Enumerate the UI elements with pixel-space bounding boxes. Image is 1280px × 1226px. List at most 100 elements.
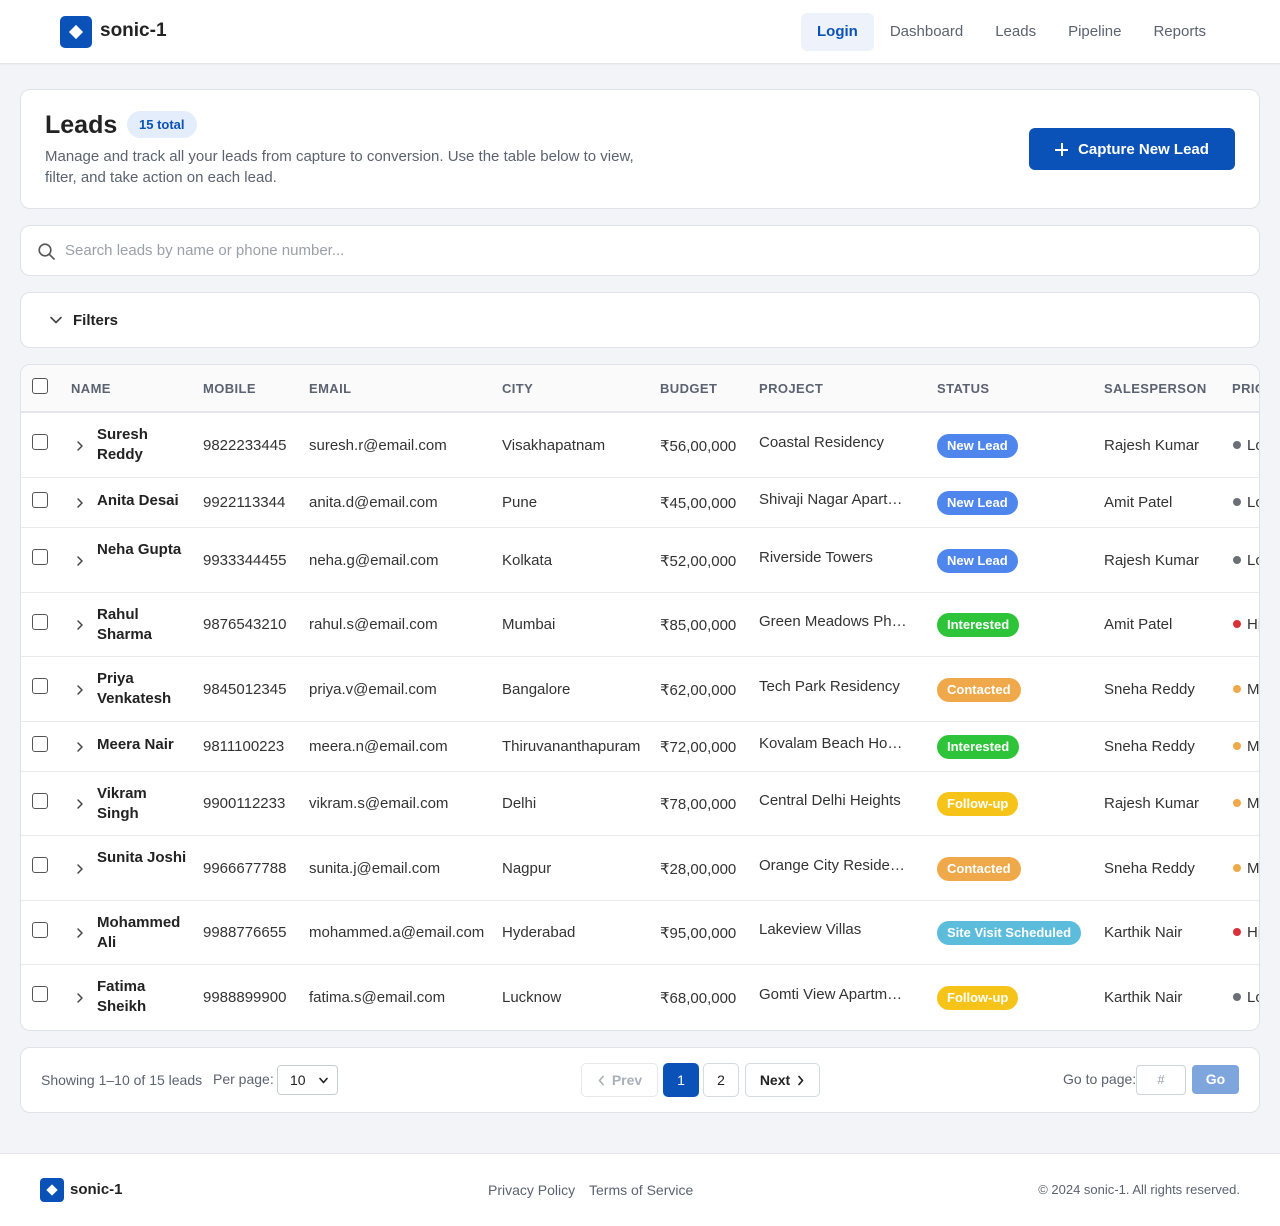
- lead-email: mohammed.a@email.com: [309, 924, 485, 941]
- chevron-right-icon[interactable]: [74, 992, 86, 1004]
- row-checkbox[interactable]: [32, 857, 48, 873]
- column-header-salesperson[interactable]: SALESPERSON: [1104, 381, 1207, 396]
- lead-city: Pune: [502, 494, 538, 511]
- column-header-priority[interactable]: PRIORITY: [1232, 381, 1259, 396]
- lead-city: Bangalore: [502, 680, 571, 698]
- page-button-1[interactable]: 1: [663, 1063, 699, 1097]
- chevron-right-icon[interactable]: [74, 798, 86, 810]
- footer-copyright: © 2024 sonic-1. All rights reserved.: [1038, 1182, 1240, 1197]
- lead-name[interactable]: Vikram Singh: [97, 785, 147, 822]
- row-checkbox[interactable]: [32, 986, 48, 1002]
- lead-email: vikram.s@email.com: [309, 795, 449, 812]
- row-checkbox[interactable]: [32, 549, 48, 565]
- column-header-mobile[interactable]: MOBILE: [203, 381, 256, 396]
- per-page-select[interactable]: 10: [277, 1065, 338, 1095]
- column-header-budget[interactable]: BUDGET: [660, 381, 718, 396]
- lead-name[interactable]: Fatima Sheikh: [97, 978, 147, 1015]
- row-checkbox[interactable]: [32, 434, 48, 450]
- table-row[interactable]: Anita Desai 9922113344 anita.d@email.com Pu…: [21, 478, 1259, 528]
- chevron-right-icon[interactable]: [74, 497, 86, 509]
- chevron-right-icon[interactable]: [74, 684, 86, 696]
- row-checkbox[interactable]: [32, 922, 48, 938]
- table-row[interactable]: Priya Venkatesh 9845012345 priya.v@email.c…: [21, 657, 1260, 722]
- status-badge: New Lead: [937, 491, 1018, 515]
- select-all-checkbox[interactable]: [32, 378, 48, 394]
- go-button[interactable]: Go: [1192, 1065, 1239, 1094]
- priority-label: Medium: [1247, 680, 1260, 698]
- priority-label: Low: [1247, 989, 1259, 1006]
- table-header: NAME MOBILE EMAIL CITY BUDGET PROJECT ST…: [21, 365, 1259, 413]
- filters-panel[interactable]: Filters: [20, 292, 1260, 348]
- row-checkbox[interactable]: [32, 736, 48, 752]
- priority-indicator: Medium: [1233, 738, 1259, 755]
- nav-reports[interactable]: Reports: [1153, 23, 1206, 40]
- table-row[interactable]: Sunita Joshi 9966677788 sunita.j@email.com…: [21, 836, 1259, 901]
- nav-login[interactable]: Login: [801, 13, 874, 51]
- column-header-name[interactable]: NAME: [71, 381, 111, 396]
- table-row[interactable]: Fatima Sheikh 9988899900 fatima.s@email.co…: [21, 965, 1259, 1030]
- lead-name[interactable]: Mohammed Ali: [97, 914, 181, 951]
- priority-indicator: High: [1233, 616, 1259, 633]
- column-header-email[interactable]: EMAIL: [309, 381, 352, 396]
- lead-name[interactable]: Neha Gupta: [97, 541, 182, 558]
- goto-page-input[interactable]: #: [1136, 1065, 1186, 1095]
- priority-indicator: Medium: [1233, 860, 1259, 877]
- table-row[interactable]: Rahul Sharma 9876543210 rahul.s@email.com M…: [21, 593, 1259, 657]
- chevron-right-icon[interactable]: [74, 619, 86, 631]
- chevron-right-icon[interactable]: [74, 863, 86, 875]
- lead-email: meera.n@email.com: [309, 738, 448, 755]
- lead-name[interactable]: Sunita Joshi: [97, 849, 187, 866]
- privacy-policy-link[interactable]: Privacy Policy: [488, 1182, 576, 1198]
- search-bar[interactable]: Search leads by name or phone number...: [20, 225, 1260, 276]
- lead-city: Hyderabad: [502, 924, 576, 941]
- lead-name[interactable]: Anita Desai: [97, 492, 179, 509]
- lead-mobile: 9822233445: [203, 436, 287, 454]
- prev-page-button[interactable]: Prev: [581, 1063, 658, 1097]
- next-page-button[interactable]: Next: [745, 1063, 820, 1097]
- chevron-right-icon[interactable]: [74, 440, 86, 452]
- search-input[interactable]: Search leads by name or phone number...: [65, 242, 345, 259]
- column-header-project[interactable]: PROJECT: [759, 381, 824, 396]
- priority-indicator: Low: [1233, 989, 1259, 1006]
- logo-icon[interactable]: [60, 16, 92, 48]
- lead-name[interactable]: Suresh Reddy: [97, 426, 148, 463]
- nav-dashboard[interactable]: Dashboard: [889, 23, 964, 40]
- column-header-status[interactable]: STATUS: [937, 381, 990, 396]
- lead-name[interactable]: Meera Nair: [97, 736, 174, 753]
- row-checkbox[interactable]: [32, 614, 48, 630]
- lead-project: Central Delhi Heights: [759, 792, 901, 809]
- lead-name[interactable]: Rahul Sharma: [97, 606, 153, 643]
- lead-budget: ₹78,00,000: [660, 796, 737, 813]
- status-badge: Follow-up: [937, 792, 1019, 816]
- status-badge: Site Visit Scheduled: [937, 921, 1082, 945]
- chevron-right-icon[interactable]: [74, 741, 86, 753]
- priority-indicator: Low: [1233, 437, 1259, 454]
- capture-new-lead-button[interactable]: Capture New Lead: [1029, 128, 1235, 170]
- table-row[interactable]: Suresh Reddy 9822233445 suresh.r@email.com…: [21, 413, 1259, 478]
- lead-name[interactable]: Priya Venkatesh: [97, 670, 172, 707]
- table-row[interactable]: Vikram Singh 9900112233 vikram.s@email.com…: [21, 772, 1259, 836]
- table-row[interactable]: Mohammed Ali 9988776655 mohammed.a@email.c…: [21, 901, 1259, 965]
- brand-name[interactable]: sonic-1: [100, 20, 167, 41]
- terms-of-service-link[interactable]: Terms of Service: [589, 1182, 694, 1198]
- lead-salesperson: Rajesh Kumar: [1104, 436, 1200, 454]
- top-navbar: sonic-1 Login Dashboard Leads Pipeline R…: [0, 0, 1280, 64]
- page-button-2[interactable]: 2: [703, 1063, 739, 1097]
- table-row[interactable]: Neha Gupta 9933344455 neha.g@email.com Kolk…: [21, 528, 1259, 593]
- lead-city: Lucknow: [502, 989, 562, 1006]
- lead-salesperson: Karthik Nair: [1104, 924, 1183, 941]
- priority-indicator: High: [1233, 924, 1259, 941]
- column-header-city[interactable]: CITY: [502, 381, 534, 396]
- table-row[interactable]: Meera Nair 9811100223 meera.n@email.com Thi…: [21, 722, 1259, 772]
- row-checkbox[interactable]: [32, 678, 48, 694]
- priority-dot-icon: [1233, 555, 1241, 564]
- capture-new-lead-label: Capture New Lead: [1078, 140, 1209, 158]
- priority-dot-icon: [1233, 928, 1241, 937]
- lead-city: Thiruvananthapuram: [502, 738, 641, 755]
- chevron-right-icon[interactable]: [74, 927, 86, 939]
- nav-leads[interactable]: Leads: [995, 23, 1037, 40]
- chevron-right-icon[interactable]: [74, 555, 86, 567]
- row-checkbox[interactable]: [32, 793, 48, 809]
- row-checkbox[interactable]: [32, 492, 48, 508]
- nav-pipeline[interactable]: Pipeline: [1068, 23, 1122, 40]
